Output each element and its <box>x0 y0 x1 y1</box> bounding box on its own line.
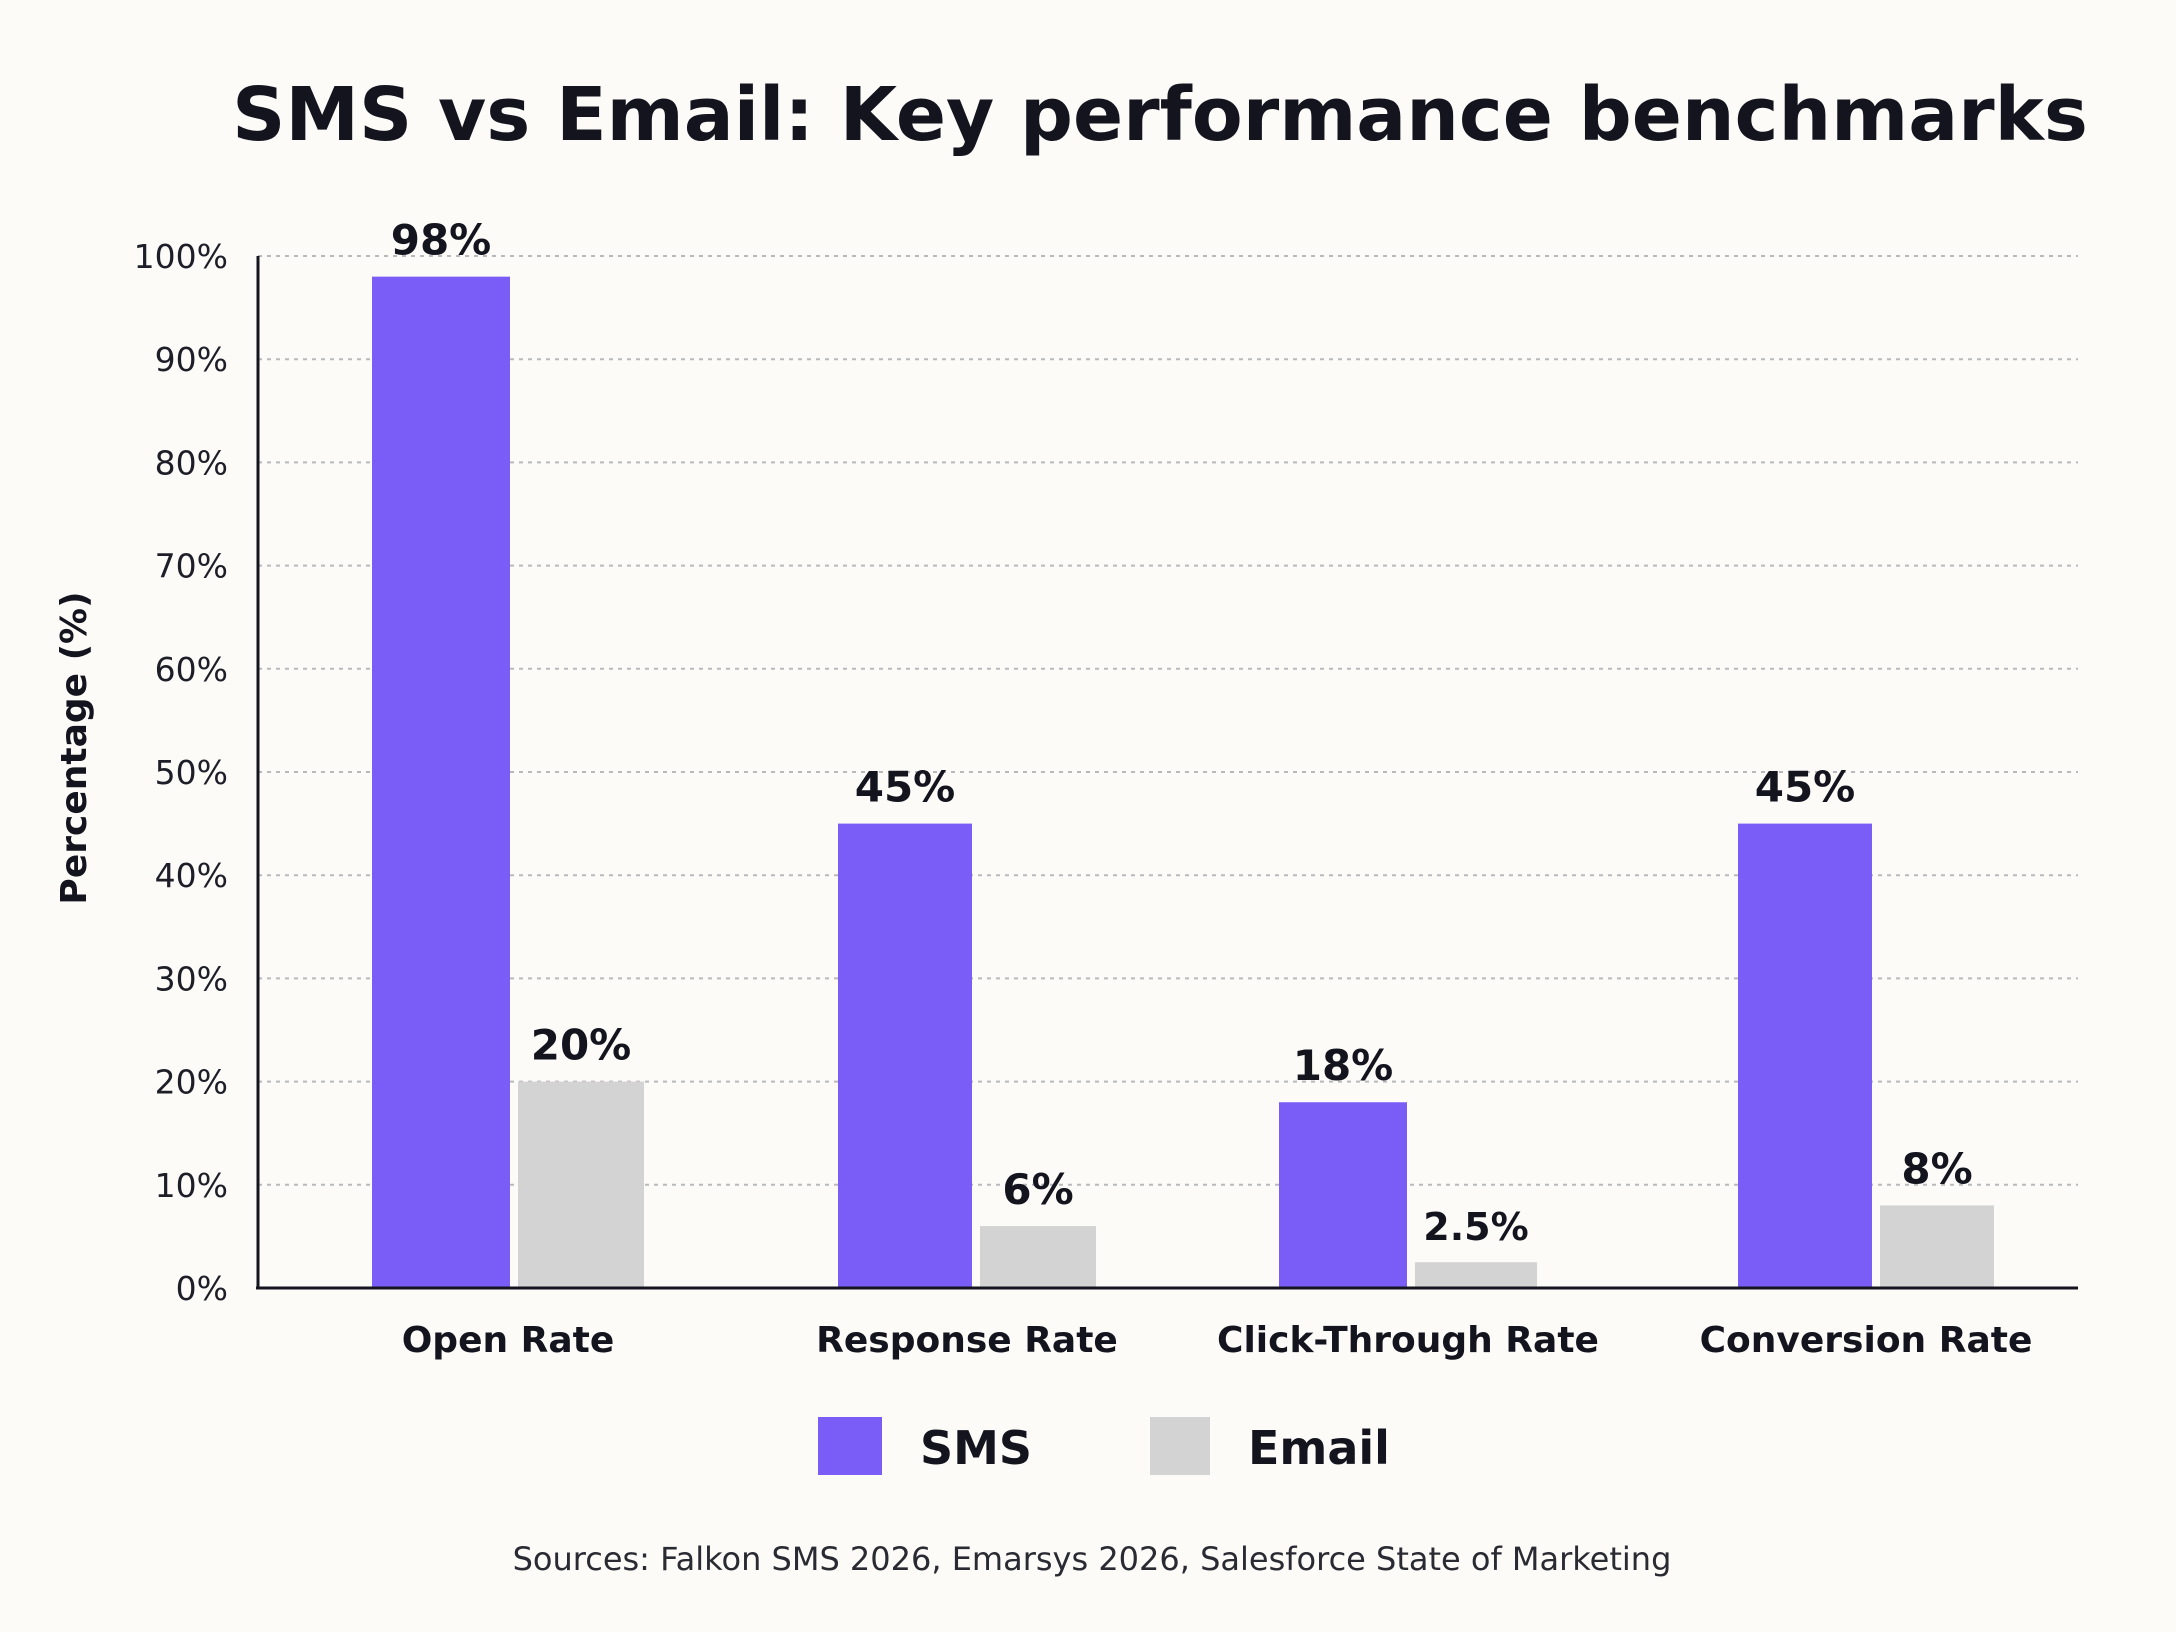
legend-swatch-email <box>1150 1417 1210 1475</box>
bar-sms <box>1738 823 1872 1288</box>
x-category-label: Response Rate <box>816 1320 1118 1361</box>
y-tick-label: 60% <box>155 650 228 689</box>
y-tick-label: 50% <box>155 753 228 792</box>
x-category-label: Click-Through Rate <box>1217 1320 1599 1361</box>
y-axis-label: Percentage (%) <box>54 591 95 904</box>
legend: SMS Email <box>818 1417 1390 1475</box>
bar-sms <box>1279 1102 1407 1288</box>
bar-sms <box>372 276 510 1288</box>
data-label: 18% <box>1293 1041 1394 1090</box>
data-label: 6% <box>1002 1165 1073 1214</box>
y-axis-ticks: 0% 10% 20% 30% 40% 50% 60% 70% 80% 90% 100% <box>134 237 228 1308</box>
y-tick-label: 90% <box>155 340 228 379</box>
bar-email <box>980 1226 1096 1288</box>
data-label: 2.5% <box>1423 1205 1528 1249</box>
y-tick-label: 30% <box>155 959 228 998</box>
y-tick-label: 10% <box>155 1166 228 1205</box>
y-tick-label: 20% <box>155 1063 228 1102</box>
x-category-label: Open Rate <box>402 1320 615 1361</box>
data-label: 98% <box>391 216 492 265</box>
source-note: Sources: Falkon SMS 2026, Emarsys 2026, … <box>513 1540 1672 1578</box>
data-label: 8% <box>1901 1144 1972 1193</box>
y-tick-label: 40% <box>155 856 228 895</box>
legend-label-sms: SMS <box>920 1421 1032 1475</box>
x-category-label: Conversion Rate <box>1700 1320 2033 1361</box>
bar-email <box>518 1081 644 1288</box>
y-tick-label: 70% <box>155 547 228 586</box>
data-label: 45% <box>1755 763 1856 812</box>
value-labels: 98% 20% 45% 6% 18% 2.5% 45% 8% <box>391 216 1973 1250</box>
data-label: 45% <box>855 763 956 812</box>
y-tick-label: 80% <box>155 443 228 482</box>
bar-email <box>1880 1205 1994 1288</box>
x-axis-categories: Open Rate Response Rate Click-Through Rate… <box>402 1320 2033 1361</box>
bar-email <box>1415 1262 1537 1288</box>
bar-sms <box>838 823 972 1288</box>
y-tick-label: 0% <box>176 1269 228 1308</box>
data-label: 20% <box>531 1021 632 1070</box>
grid <box>258 255 2078 1186</box>
legend-label-email: Email <box>1248 1421 1390 1475</box>
legend-swatch-sms <box>818 1417 882 1475</box>
chart-title: SMS vs Email: Key performance benchmarks <box>232 72 2088 158</box>
y-tick-label: 100% <box>134 237 228 276</box>
bars <box>372 276 1994 1288</box>
